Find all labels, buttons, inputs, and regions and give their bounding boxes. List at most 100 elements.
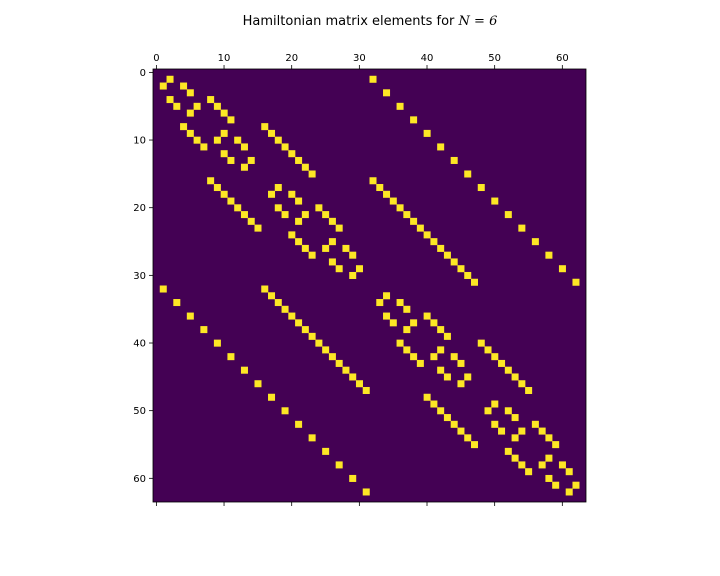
heatmap-cell [498, 427, 506, 435]
heatmap-cell [511, 454, 519, 462]
x-tick-label: 0 [153, 53, 159, 64]
heatmap-cell [511, 434, 519, 442]
heatmap-cell [268, 190, 276, 198]
heatmap-cell [213, 339, 221, 347]
heatmap-cell [322, 447, 330, 455]
heatmap-cell [193, 102, 201, 110]
heatmap-cell [504, 407, 512, 415]
heatmap-cell [301, 211, 309, 219]
heatmap-cell [173, 299, 181, 307]
heatmap-cell [247, 217, 255, 225]
heatmap-cell [281, 143, 289, 151]
heatmap-cell [362, 488, 370, 496]
heatmap-cell [423, 129, 431, 137]
heatmap-cell [383, 312, 391, 320]
heatmap-cell [376, 184, 384, 192]
heatmap-cell [213, 184, 221, 192]
heatmap-cell [552, 441, 560, 449]
heatmap-cell [322, 346, 330, 354]
heatmap-background [153, 69, 586, 502]
heatmap-cell [558, 461, 566, 469]
heatmap-cell [308, 251, 316, 259]
heatmap-cell [328, 238, 336, 246]
y-tick-label: 10 [133, 136, 146, 147]
heatmap-cell [443, 414, 451, 422]
heatmap-cell [207, 96, 215, 104]
heatmap-cell [457, 265, 465, 273]
heatmap-cell [186, 129, 194, 137]
heatmap-cell [349, 474, 357, 482]
heatmap-cell [227, 116, 235, 124]
heatmap-cell [281, 305, 289, 313]
heatmap-cell [186, 312, 194, 320]
y-tick-label: 30 [133, 271, 146, 282]
x-tick-label: 10 [218, 53, 231, 64]
heatmap-cell [301, 326, 309, 334]
heatmap-cell [518, 427, 526, 435]
heatmap-cell [355, 380, 363, 388]
y-tick-label: 0 [140, 68, 146, 79]
heatmap-cell [396, 299, 404, 307]
heatmap-cell [254, 224, 262, 232]
heatmap-cell [274, 136, 282, 144]
heatmap-cell [186, 109, 194, 117]
heatmap-cell [342, 366, 350, 374]
heatmap-cell [240, 366, 248, 374]
x-tick-label: 50 [488, 53, 501, 64]
heatmap-cell [525, 386, 533, 394]
x-tick-label: 30 [353, 53, 366, 64]
heatmap-cell [288, 190, 296, 198]
heatmap-cell [301, 163, 309, 171]
y-tick-label: 60 [133, 474, 146, 485]
heatmap-cell [464, 271, 472, 279]
heatmap-cell [335, 461, 343, 469]
heatmap-cell [430, 353, 438, 361]
heatmap-cell [450, 420, 458, 428]
heatmap-cell [342, 244, 350, 252]
heatmap-cell [200, 326, 208, 334]
heatmap-cell [301, 244, 309, 252]
heatmap-cell [545, 434, 553, 442]
chart-title: Hamiltonian matrix elements for N = 6 [0, 14, 720, 29]
heatmap-cell [443, 332, 451, 340]
heatmap-cell [207, 177, 215, 185]
heatmap-cell [450, 353, 458, 361]
heatmap-cell [159, 285, 167, 293]
heatmap-cell [328, 353, 336, 361]
heatmap-cell [396, 102, 404, 110]
heatmap-cell [416, 224, 424, 232]
heatmap-cell [308, 434, 316, 442]
heatmap-cell [349, 251, 357, 259]
heatmap-cell [328, 258, 336, 266]
heatmap-cell [288, 231, 296, 239]
heatmap-cell [288, 312, 296, 320]
heatmap-cell [437, 346, 445, 354]
heatmap-cell [484, 407, 492, 415]
heatmap-cells [153, 69, 586, 502]
heatmap-cell [491, 353, 499, 361]
heatmap-cell [281, 211, 289, 219]
heatmap-cell [335, 359, 343, 367]
heatmap-cell [430, 238, 438, 246]
heatmap-cell [484, 346, 492, 354]
plot-frame [152, 68, 587, 503]
heatmap-cell [166, 96, 174, 104]
heatmap-cell [450, 258, 458, 266]
heatmap-cell [220, 109, 228, 117]
heatmap-cell [234, 136, 242, 144]
heatmap-cell [335, 224, 343, 232]
heatmap-cell [369, 177, 377, 185]
heatmap-cell [504, 211, 512, 219]
heatmap-cell [477, 339, 485, 347]
heatmap-cell [220, 150, 228, 158]
heatmap-cell [308, 332, 316, 340]
heatmap-cell [470, 278, 478, 286]
heatmap-cell [443, 251, 451, 259]
heatmap-cell [328, 217, 336, 225]
heatmap-cell [396, 204, 404, 212]
heatmap-cell [443, 373, 451, 381]
heatmap-cell [403, 326, 411, 334]
heatmap-cell [389, 197, 397, 205]
chart-title-math: N = 6 [458, 14, 498, 29]
